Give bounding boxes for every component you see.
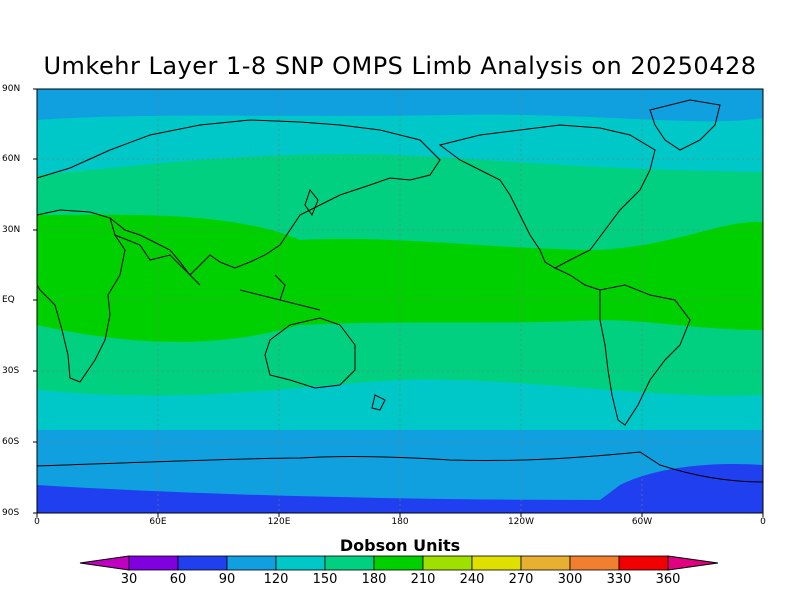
lat-label: 90S: [2, 508, 20, 518]
colorbar-swatch: [471, 555, 522, 571]
gridlines: [37, 89, 763, 513]
lat-label: EQ: [2, 295, 15, 305]
colorbar-title: Dobson Units: [339, 536, 461, 555]
colorbar-swatch: [128, 555, 179, 571]
coastlines: [36, 99, 764, 513]
colorbar-tick: 90: [218, 572, 236, 587]
lat-label: 30S: [2, 366, 20, 376]
colorbar: [79, 555, 719, 571]
colorbar-swatch: [618, 555, 669, 571]
colorbar-tick: 150: [312, 572, 338, 587]
lat-label: 90N: [2, 84, 21, 94]
colorbar-tick: 300: [557, 572, 583, 587]
colorbar-tick: 120: [263, 572, 289, 587]
lon-label: 120W: [507, 517, 535, 527]
colorbar-swatch: [422, 555, 473, 571]
colorbar-tick: 30: [120, 572, 138, 587]
lon-label: 60W: [631, 517, 653, 527]
colorbar-arrow-low: [79, 555, 130, 571]
colorbar-swatch: [373, 555, 424, 571]
colorbar-swatch: [520, 555, 571, 571]
colorbar-tick: 240: [459, 572, 485, 587]
colorbar-arrow-high: [667, 555, 719, 571]
lon-label: 120E: [267, 517, 291, 527]
lat-label: 60S: [2, 437, 20, 447]
colorbar-swatch: [275, 555, 326, 571]
lon-label: 60E: [149, 517, 167, 527]
axis-ticks: [33, 88, 764, 517]
colorbar-tick: 330: [606, 572, 632, 587]
colorbar-tick: 180: [361, 572, 387, 587]
colorbar-swatch: [177, 555, 228, 571]
lon-label: 0: [760, 517, 766, 527]
colorbar-tick: 210: [410, 572, 436, 587]
lon-label: 0: [34, 517, 40, 527]
colorbar-swatch: [324, 555, 375, 571]
lon-label: 180: [391, 517, 409, 527]
colorbar-tick: 360: [655, 572, 681, 587]
colorbar-swatch: [569, 555, 620, 571]
map-title: Umkehr Layer 1-8 SNP OMPS Limb Analysis …: [43, 52, 757, 80]
colorbar-tick: 270: [508, 572, 534, 587]
colorbar-swatch: [226, 555, 277, 571]
lat-label: 60N: [2, 154, 21, 164]
colorbar-tick: 60: [169, 572, 187, 587]
lat-label: 30N: [2, 225, 21, 235]
